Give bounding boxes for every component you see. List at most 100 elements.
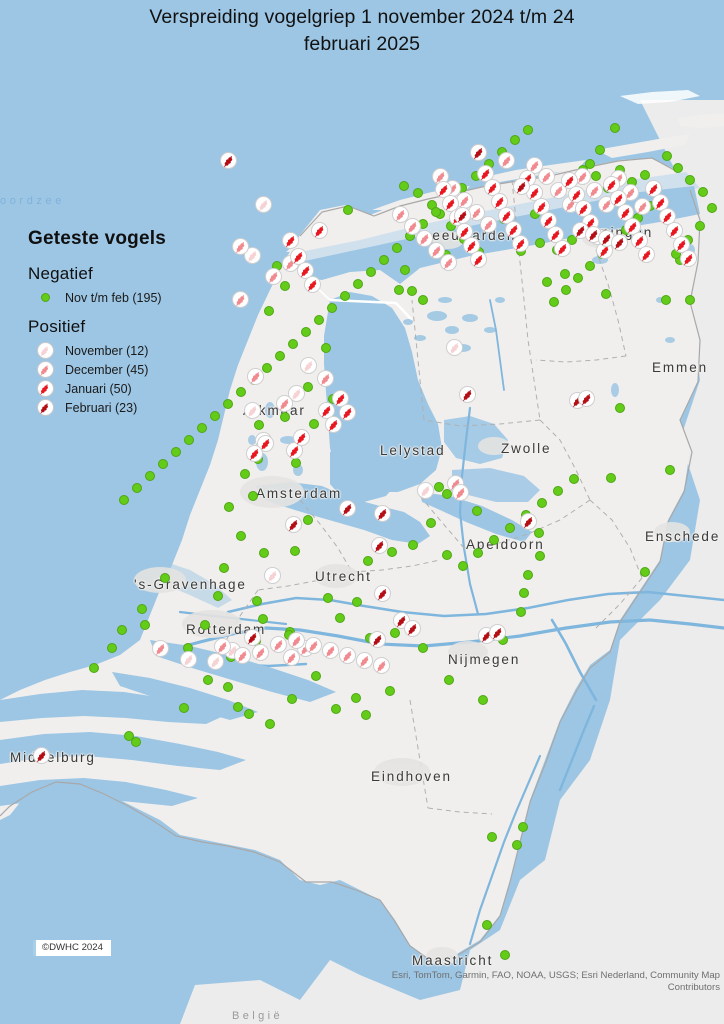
marker-positive-november[interactable] <box>244 402 261 419</box>
marker-negative[interactable] <box>145 471 155 481</box>
marker-negative[interactable] <box>291 458 301 468</box>
marker-positive-februari[interactable] <box>520 513 537 530</box>
marker-positive-februari[interactable] <box>470 144 487 161</box>
marker-negative[interactable] <box>561 285 571 295</box>
marker-negative[interactable] <box>640 567 650 577</box>
marker-negative[interactable] <box>595 145 605 155</box>
marker-negative[interactable] <box>233 702 243 712</box>
legend-item[interactable]: Februari (23) <box>34 398 166 417</box>
marker-negative[interactable] <box>482 920 492 930</box>
marker-negative[interactable] <box>413 188 423 198</box>
marker-positive-februari[interactable] <box>578 390 595 407</box>
marker-negative[interactable] <box>537 498 547 508</box>
marker-negative[interactable] <box>534 528 544 538</box>
marker-negative[interactable] <box>662 151 672 161</box>
marker-positive-februari[interactable] <box>489 624 506 641</box>
marker-negative[interactable] <box>352 597 362 607</box>
marker-positive-december[interactable] <box>283 649 300 666</box>
marker-positive-december[interactable] <box>232 238 249 255</box>
marker-negative[interactable] <box>387 547 397 557</box>
marker-positive-november[interactable] <box>180 651 197 668</box>
marker-positive-januari[interactable] <box>304 276 321 293</box>
marker-positive-december[interactable] <box>270 636 287 653</box>
marker-negative[interactable] <box>259 548 269 558</box>
marker-negative[interactable] <box>516 607 526 617</box>
marker-positive-december[interactable] <box>317 370 334 387</box>
marker-positive-december[interactable] <box>152 640 169 657</box>
marker-positive-februari[interactable] <box>454 207 471 224</box>
marker-negative[interactable] <box>140 620 150 630</box>
marker-positive-december[interactable] <box>526 157 543 174</box>
marker-negative[interactable] <box>197 423 207 433</box>
marker-positive-januari[interactable] <box>311 222 328 239</box>
marker-negative[interactable] <box>248 491 258 501</box>
marker-negative[interactable] <box>303 382 313 392</box>
marker-negative[interactable] <box>236 387 246 397</box>
marker-negative[interactable] <box>408 540 418 550</box>
marker-negative[interactable] <box>569 474 579 484</box>
marker-negative[interactable] <box>340 291 350 301</box>
marker-negative[interactable] <box>290 546 300 556</box>
marker-negative[interactable] <box>124 731 134 741</box>
marker-negative[interactable] <box>254 420 264 430</box>
marker-positive-februari[interactable] <box>371 537 388 554</box>
marker-positive-december[interactable] <box>288 632 305 649</box>
marker-negative[interactable] <box>131 737 141 747</box>
marker-positive-januari[interactable] <box>631 232 648 249</box>
marker-positive-december[interactable] <box>234 647 251 664</box>
marker-positive-december[interactable] <box>322 642 339 659</box>
marker-positive-januari[interactable] <box>547 226 564 243</box>
marker-positive-november[interactable] <box>244 247 261 264</box>
marker-negative[interactable] <box>264 306 274 316</box>
marker-negative[interactable] <box>519 588 529 598</box>
marker-negative[interactable] <box>418 295 428 305</box>
marker-positive-februari[interactable] <box>244 629 261 646</box>
marker-negative[interactable] <box>640 170 650 180</box>
marker-positive-december[interactable] <box>356 652 373 669</box>
marker-negative[interactable] <box>361 710 371 720</box>
marker-negative[interactable] <box>171 447 181 457</box>
marker-negative[interactable] <box>431 207 441 217</box>
marker-negative[interactable] <box>314 315 324 325</box>
marker-positive-februari[interactable] <box>393 612 410 629</box>
marker-positive-januari[interactable] <box>491 193 508 210</box>
marker-positive-november[interactable] <box>207 653 224 670</box>
marker-negative[interactable] <box>400 265 410 275</box>
marker-negative[interactable] <box>262 363 272 373</box>
legend-item[interactable]: November (12) <box>34 341 166 360</box>
marker-negative[interactable] <box>407 286 417 296</box>
marker-positive-januari[interactable] <box>659 208 676 225</box>
marker-positive-januari[interactable] <box>246 445 263 462</box>
marker-positive-januari[interactable] <box>282 232 299 249</box>
marker-positive-november[interactable] <box>417 482 434 499</box>
marker-positive-december[interactable] <box>247 368 264 385</box>
marker-positive-december[interactable] <box>432 168 449 185</box>
marker-positive-januari[interactable] <box>470 251 487 268</box>
marker-negative[interactable] <box>223 682 233 692</box>
marker-negative[interactable] <box>615 403 625 413</box>
marker-positive-november[interactable] <box>300 357 317 374</box>
marker-negative[interactable] <box>585 159 595 169</box>
marker-negative[interactable] <box>661 295 671 305</box>
marker-negative[interactable] <box>301 327 311 337</box>
marker-positive-december[interactable] <box>440 254 457 271</box>
marker-positive-december[interactable] <box>392 206 409 223</box>
marker-positive-januari[interactable] <box>554 240 571 257</box>
marker-positive-december[interactable] <box>265 268 282 285</box>
marker-positive-december[interactable] <box>498 152 515 169</box>
marker-negative[interactable] <box>665 465 675 475</box>
marker-negative[interactable] <box>573 273 583 283</box>
marker-positive-december[interactable] <box>428 242 445 259</box>
marker-negative[interactable] <box>535 551 545 561</box>
marker-negative[interactable] <box>160 573 170 583</box>
marker-negative[interactable] <box>117 625 127 635</box>
marker-positive-december[interactable] <box>416 230 433 247</box>
marker-negative[interactable] <box>685 295 695 305</box>
marker-negative[interactable] <box>523 125 533 135</box>
marker-positive-februari[interactable] <box>513 178 530 195</box>
marker-negative[interactable] <box>553 486 563 496</box>
marker-negative[interactable] <box>287 694 297 704</box>
marker-positive-februari[interactable] <box>611 234 628 251</box>
marker-negative[interactable] <box>512 840 522 850</box>
marker-negative[interactable] <box>275 351 285 361</box>
